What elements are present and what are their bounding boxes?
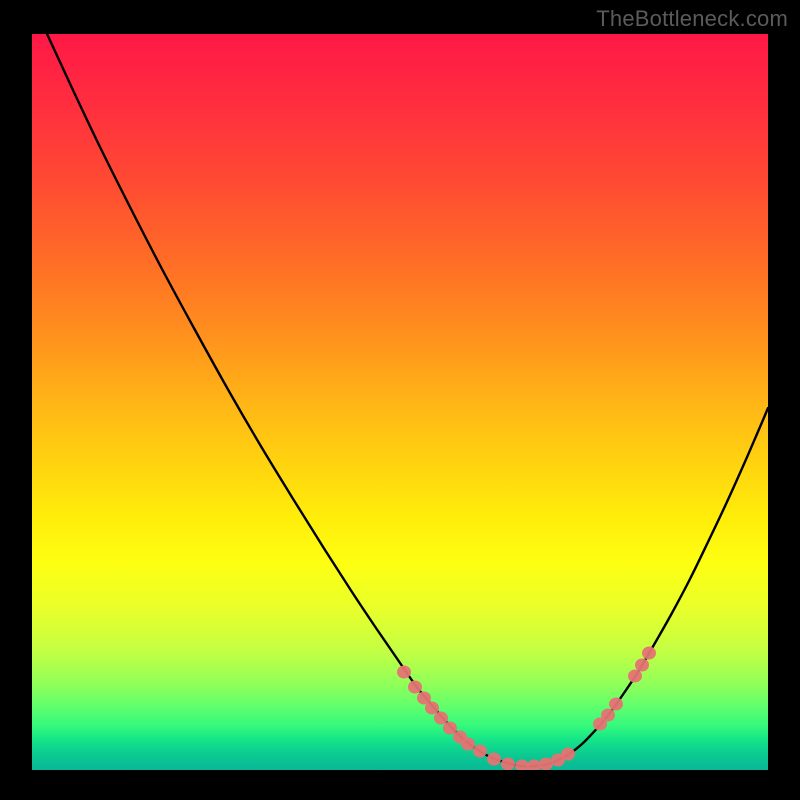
plot-gradient	[32, 34, 768, 770]
watermark: TheBottleneck.com	[596, 6, 788, 32]
chart-frame: TheBottleneck.com	[0, 0, 800, 800]
